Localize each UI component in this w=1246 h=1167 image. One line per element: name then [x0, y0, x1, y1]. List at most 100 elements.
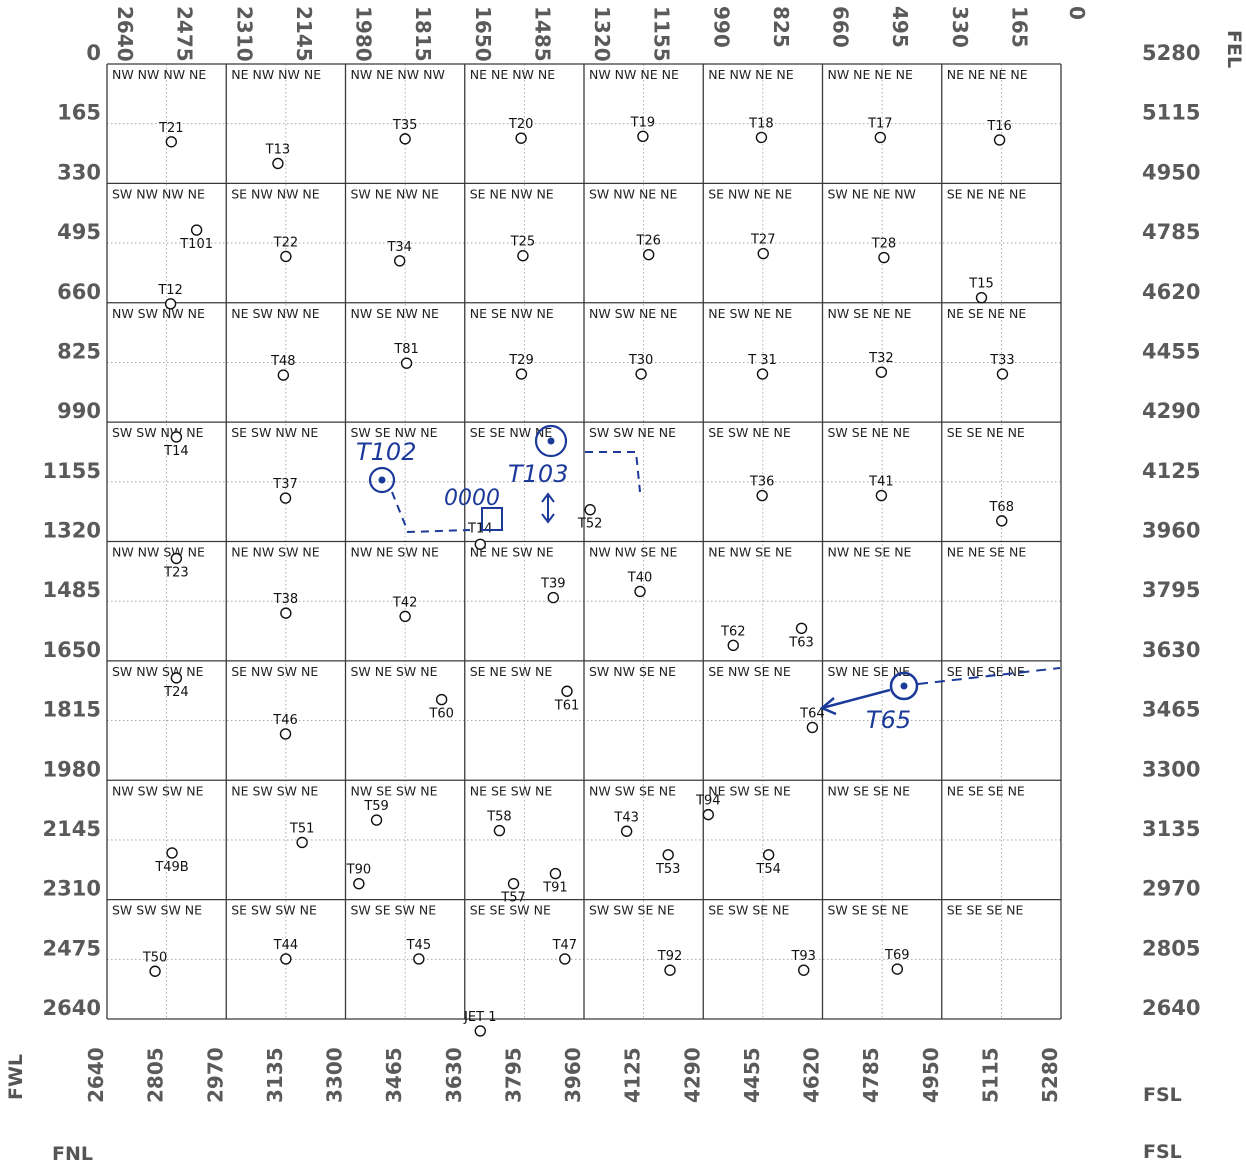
- well-symbol: [353, 878, 365, 890]
- well-label: T34: [386, 240, 411, 255]
- well-symbol: [637, 130, 649, 143]
- dashed-boundary-path: [391, 451, 641, 534]
- t103-well-circle: [534, 424, 568, 458]
- top-tick-label: 1485: [530, 6, 554, 62]
- quarter-quarter-label: SW SW SE NE: [589, 903, 675, 918]
- well-symbol: [891, 963, 904, 975]
- t65-well-circle: [889, 671, 919, 701]
- right-tick-label: 2640: [1142, 996, 1200, 1020]
- well-label: T26: [635, 234, 660, 249]
- well-symbol: [755, 131, 768, 144]
- right-tick-label: 4950: [1142, 160, 1200, 184]
- top-tick-label: 0: [1065, 6, 1089, 20]
- quarter-quarter-label: NW NW SE NE: [589, 545, 678, 560]
- quarter-quarter-label: SW NW SW NE: [112, 664, 204, 679]
- well-label: T50: [142, 950, 167, 965]
- dashed-lease-line: [917, 667, 1061, 685]
- well-symbol: [806, 721, 819, 734]
- well-label: T27: [750, 233, 775, 248]
- t102-well-circle: [368, 466, 396, 494]
- well-label: T35: [392, 118, 417, 133]
- well-label: T18: [748, 116, 773, 131]
- quarter-quarter-label: NE SE NE NE: [947, 306, 1027, 321]
- quarter-quarter-label: NE SW SW NE: [231, 783, 318, 798]
- top-tick-label: 1320: [590, 6, 614, 62]
- well-label: T33: [989, 353, 1014, 368]
- well-label: T92: [657, 949, 682, 964]
- quarter-quarter-label: SW SE SW NE: [351, 903, 437, 918]
- quarter-quarter-label: NE NE SW NE: [470, 545, 554, 560]
- well-label: T32: [868, 351, 893, 366]
- well-label: T40: [627, 570, 652, 585]
- well-symbol: [875, 489, 888, 502]
- well-symbol: [515, 368, 528, 380]
- well-symbol: [584, 503, 596, 516]
- well-symbol: [662, 849, 674, 861]
- well-symbol: [874, 131, 887, 144]
- well-label: T93: [790, 949, 815, 964]
- quarter-quarter-label: NW NW NW NE: [112, 67, 206, 82]
- well-label: T21: [158, 121, 183, 136]
- bottom-tick-label: 4290: [680, 1047, 704, 1103]
- quarter-quarter-label: NW SW NW NE: [112, 306, 205, 321]
- quarter-quarter-label: NE SW SE NE: [708, 783, 791, 798]
- quarter-quarter-label: NE NW NE NE: [708, 67, 793, 82]
- well-symbol: [474, 1025, 486, 1037]
- well-symbol: [756, 489, 768, 502]
- well-symbol: [170, 672, 183, 684]
- left-tick-label: 2145: [43, 817, 101, 841]
- top-tick-label: 2310: [232, 6, 256, 62]
- bottom-tick-label: 2970: [203, 1047, 227, 1103]
- quarter-quarter-label: SW NW NW NE: [112, 186, 205, 201]
- quarter-quarter-label: SW NE SW NE: [351, 664, 438, 679]
- right-tick-label: 3300: [1142, 757, 1200, 781]
- bottom-tick-label: 4125: [621, 1047, 645, 1103]
- top-tick-label: 1815: [411, 6, 435, 62]
- quarter-quarter-label: NE SE NW NE: [470, 306, 554, 321]
- top-tick-label: 1650: [471, 6, 495, 62]
- right-tick-label: 3630: [1142, 638, 1200, 662]
- top-tick-label: 330: [948, 6, 972, 48]
- quarter-quarter-label: SE SE NW NE: [470, 425, 553, 440]
- t103-well-dot: [547, 437, 555, 445]
- well-symbol: [279, 728, 292, 740]
- top-tick-label: 1980: [352, 6, 376, 62]
- well-label: T52: [577, 517, 602, 532]
- quarter-quarter-label: SE SW NE NE: [708, 425, 791, 440]
- quarter-quarter-label: SE SE SW NE: [470, 903, 551, 918]
- fnl-label: FNL: [52, 1143, 93, 1165]
- well-symbol: [413, 953, 425, 965]
- well-symbol: [164, 298, 177, 310]
- well-symbol: [702, 808, 715, 821]
- well-label: T51: [289, 821, 314, 836]
- bottom-tick-label: 2640: [84, 1047, 108, 1103]
- well-label: T28: [871, 237, 896, 252]
- right-tick-label: 4290: [1142, 399, 1200, 423]
- well-symbol: [561, 685, 573, 697]
- well-symbol: [170, 431, 183, 443]
- well-symbol: [664, 964, 676, 976]
- well-label: JET 1: [463, 1010, 496, 1025]
- well-symbol: [280, 250, 292, 263]
- well-symbol: [280, 607, 292, 619]
- quarter-quarter-label: NW NE NW NW: [351, 67, 445, 82]
- bottom-tick-label: 3135: [263, 1047, 287, 1103]
- right-tick-label: 4785: [1142, 220, 1200, 244]
- quarter-quarter-label: NW SW SE NE: [589, 783, 676, 798]
- top-tick-label: 2145: [292, 6, 316, 62]
- quarter-quarter-label: NE SW NW NE: [231, 306, 320, 321]
- well-label: T46: [272, 713, 297, 728]
- quarter-quarter-label: SE NW SE NE: [708, 664, 791, 679]
- left-tick-label: 660: [57, 280, 101, 304]
- quarter-quarter-label: SW SW SW NE: [112, 903, 202, 918]
- well-label: T43: [613, 810, 638, 825]
- well-symbol: [394, 255, 406, 267]
- well-symbol: [996, 368, 1009, 380]
- quarter-quarter-label: NW NE SE NE: [828, 545, 912, 560]
- quarter-quarter-label: SE NE SW NE: [470, 664, 553, 679]
- bottom-tick-label: 4950: [919, 1047, 943, 1103]
- well-label: T57: [500, 891, 525, 906]
- well-symbol: [549, 867, 562, 880]
- well-symbol: [634, 585, 646, 598]
